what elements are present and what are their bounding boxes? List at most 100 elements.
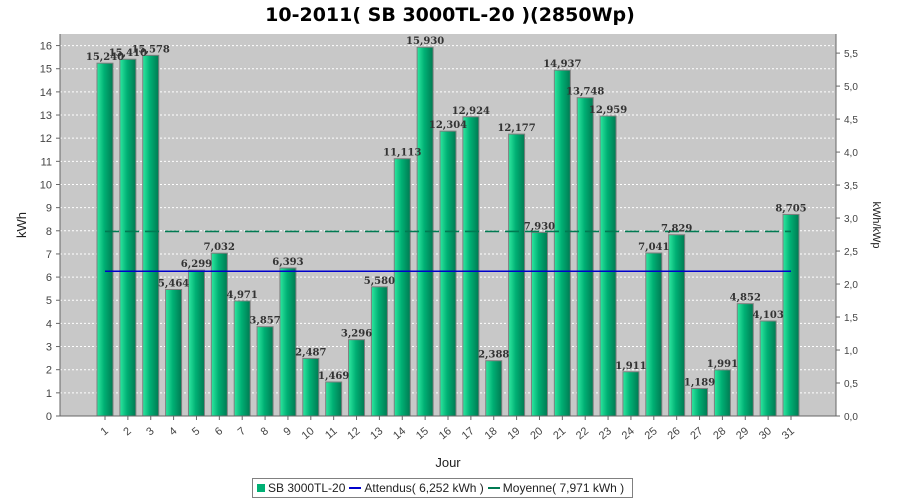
bar-day-24 <box>622 371 640 417</box>
bar-day-12 <box>348 339 366 417</box>
bar-day-1 <box>96 62 114 417</box>
data-label-day-22: 13,748 <box>566 87 604 98</box>
bar-day-5 <box>187 269 205 417</box>
y2-tick-label: 4,0 <box>844 148 858 159</box>
legend-attendus-label: Attendus( 6,252 kWh ) <box>364 481 484 495</box>
data-label-day-11: 1,469 <box>318 371 349 382</box>
data-label-day-6: 7,032 <box>204 242 235 253</box>
bar-day-8 <box>256 326 274 417</box>
x-tick-label: 10 <box>300 425 317 442</box>
y-tick-label: 7 <box>46 249 52 261</box>
y2-tick-label: 5,0 <box>844 82 858 93</box>
x-tick-label: 20 <box>528 425 545 442</box>
legend-item-attendus: Attendus( 6,252 kWh ) <box>349 481 484 495</box>
bar-day-13 <box>370 286 388 417</box>
data-label-day-29: 4,852 <box>730 293 761 304</box>
data-label-day-10: 2,487 <box>295 347 326 358</box>
bar-day-27 <box>691 387 709 417</box>
x-tick-label: 25 <box>643 425 660 442</box>
bar-day-10 <box>302 357 320 417</box>
data-label-day-12: 3,296 <box>341 329 372 340</box>
y-tick-label: 3 <box>46 342 52 354</box>
x-tick-label: 23 <box>597 425 614 442</box>
data-label-day-31: 8,705 <box>775 203 806 214</box>
y-tick-label: 12 <box>40 133 52 145</box>
y-tick-label: 2 <box>46 365 52 377</box>
y2-tick-label: 0,5 <box>844 379 858 390</box>
y2-tick-label: 1,0 <box>844 346 858 357</box>
x-tick-label: 2 <box>121 425 133 438</box>
data-label-day-8: 3,857 <box>249 316 280 327</box>
y-tick-label: 0 <box>46 411 52 423</box>
legend-series-label: SB 3000TL-20 <box>268 481 346 495</box>
data-label-day-3: 15,578 <box>132 44 170 55</box>
x-tick-label: 26 <box>665 425 682 442</box>
y-tick-label: 1 <box>46 388 52 400</box>
bar-day-9 <box>279 267 297 417</box>
y-tick-label: 11 <box>41 156 52 168</box>
data-label-day-4: 5,464 <box>158 279 189 290</box>
data-label-day-20: 7,930 <box>524 221 555 232</box>
y-tick-label: 16 <box>40 41 52 53</box>
y-tick-label: 13 <box>40 110 52 122</box>
data-label-day-5: 6,299 <box>181 259 212 270</box>
x-tick-label: 18 <box>483 425 500 442</box>
x-tick-label: 31 <box>780 425 797 442</box>
x-tick-label: 17 <box>460 425 477 442</box>
data-label-day-1: 15,240 <box>86 52 124 63</box>
y-tick-label: 6 <box>46 272 52 284</box>
y-axis-title: kWh <box>14 212 29 238</box>
bar-day-30 <box>759 320 777 417</box>
y2-tick-label: 1,5 <box>844 313 858 324</box>
y-tick-label: 9 <box>46 203 52 215</box>
x-tick-label: 30 <box>757 425 774 442</box>
data-label-day-9: 6,393 <box>272 257 303 268</box>
x-tick-label: 14 <box>391 425 408 442</box>
x-tick-label: 27 <box>688 425 705 442</box>
x-tick-label: 4 <box>167 425 179 438</box>
attendus-swatch <box>349 487 362 489</box>
x-tick-label: 8 <box>259 425 271 438</box>
bar-day-16 <box>439 130 457 417</box>
data-label-day-23: 12,959 <box>589 105 627 116</box>
data-label-day-15: 15,930 <box>406 36 444 47</box>
y2-tick-label: 0,0 <box>844 412 858 423</box>
reference-lines <box>105 230 791 273</box>
x-tick-label: 7 <box>236 425 248 438</box>
y2-tick-label: 3,0 <box>844 214 858 225</box>
y2-tick-label: 4,5 <box>844 115 858 126</box>
y2-tick-label: 5,5 <box>844 49 858 60</box>
bar-day-6 <box>210 252 228 417</box>
y-tick-label: 15 <box>40 64 52 76</box>
data-label-day-30: 4,103 <box>752 310 783 321</box>
data-label-day-13: 5,580 <box>364 276 395 287</box>
series-swatch <box>257 484 265 492</box>
data-label-day-7: 4,971 <box>227 290 258 301</box>
y2-axis: 0,0 0,5 1,0 1,5 2,0 2,5 3,0 3,5 4,0 4,5 5,0 5,5 <box>835 34 858 423</box>
data-label-day-2: 15,410 <box>109 48 147 59</box>
bar-day-31 <box>782 213 800 417</box>
y-tick-label: 4 <box>46 318 52 330</box>
bar-day-29 <box>736 303 754 417</box>
data-label-day-28: 1,991 <box>707 359 738 370</box>
x-tick-label: 13 <box>368 425 385 442</box>
chart-title: 10-2011( SB 3000TL-20 )(2850Wp) <box>265 4 635 26</box>
moyenne-swatch <box>487 487 500 489</box>
x-tick-label: 6 <box>213 425 225 438</box>
data-label-day-17: 12,924 <box>452 106 490 117</box>
legend-item-series: SB 3000TL-20 <box>257 481 345 495</box>
x-tick-label: 21 <box>551 425 568 442</box>
bar-day-3 <box>142 54 160 417</box>
x-tick-label: 22 <box>574 425 591 442</box>
x-tick-label: 28 <box>711 425 728 442</box>
x-axis: 1 2 3 4 5 6 7 8 9 10 11 12 13 14 15 16 17 18 19 20 21 22 23 24 2… <box>60 415 836 442</box>
x-tick-label: 5 <box>190 425 202 438</box>
x-tick-label: 16 <box>437 425 454 442</box>
bar-day-21 <box>553 69 571 417</box>
y-tick-label: 5 <box>46 295 52 307</box>
bar-day-17 <box>462 116 480 417</box>
data-label-day-21: 14,937 <box>543 59 581 70</box>
data-label-day-16: 12,304 <box>429 120 467 131</box>
